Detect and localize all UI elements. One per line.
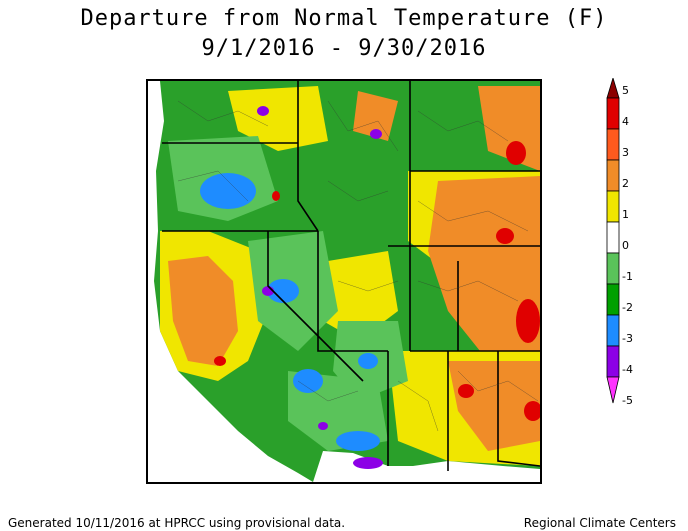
warm-spot-ks — [516, 299, 540, 343]
county-boundaries — [177, 100, 539, 432]
legend-label: -4 — [622, 363, 633, 376]
legend-swatch — [606, 345, 620, 378]
source-credit: Regional Climate Centers — [523, 516, 676, 530]
legend-label: 3 — [622, 146, 629, 159]
warm-spot-id — [272, 191, 280, 201]
warm-spot-ca — [214, 356, 226, 366]
warm-spot-nd — [506, 141, 526, 165]
legend-colorbar — [606, 76, 620, 404]
state-boundaries — [162, 81, 540, 471]
chart-title: Departure from Normal Temperature (F) — [80, 6, 608, 31]
region-orange-south — [448, 361, 540, 451]
cold-spot-mt — [370, 129, 382, 139]
legend-swatch — [606, 97, 620, 130]
legend-max-arrow — [606, 76, 620, 99]
color-legend: 5 4 3 2 1 0 -1 -2 -3 -4 -5 — [605, 76, 675, 458]
pacific-ocean — [148, 81, 313, 482]
region-orange-ca — [168, 256, 238, 366]
cold-spot-az — [318, 422, 328, 430]
legend-label: 0 — [622, 239, 629, 252]
warm-spot-ne — [496, 228, 514, 244]
cool-spot-southwest — [336, 431, 380, 451]
cool-spot-nevada — [267, 279, 299, 303]
legend-label: -2 — [622, 301, 633, 314]
legend-label: -1 — [622, 270, 633, 283]
cool-spot-oregon — [200, 173, 256, 209]
legend-label: 1 — [622, 208, 629, 221]
region-orange-plains — [428, 176, 540, 361]
region-yellow-nw — [228, 86, 328, 151]
legend-label: 2 — [622, 177, 629, 190]
legend-swatch — [606, 283, 620, 316]
cool-spot-arizona — [293, 369, 323, 393]
legend-swatch — [606, 252, 620, 285]
legend-label: -5 — [622, 394, 633, 407]
legend-swatch — [606, 314, 620, 347]
cold-spot-wa — [257, 106, 269, 116]
legend-swatch — [606, 128, 620, 161]
legend-swatch — [606, 159, 620, 192]
cool-spot-utah — [358, 353, 378, 369]
warm-spot-tx-east — [524, 401, 540, 421]
warm-spot-tx — [458, 384, 474, 398]
generation-note: Generated 10/11/2016 at HPRCC using prov… — [8, 516, 346, 530]
temperature-departure-map — [146, 79, 542, 484]
legend-label: 5 — [622, 84, 629, 97]
date-range: 9/1/2016 - 9/30/2016 — [201, 36, 487, 61]
legend-min-arrow — [606, 376, 620, 404]
legend-swatch — [606, 221, 620, 254]
region-yellow-great-basin — [323, 251, 398, 341]
region-orange-nw — [353, 91, 398, 141]
mexico-area — [313, 451, 540, 482]
map-canvas — [148, 81, 540, 482]
legend-label: -3 — [622, 332, 633, 345]
legend-swatch — [606, 190, 620, 223]
cold-spot-nm — [353, 457, 383, 469]
legend-label: 4 — [622, 115, 629, 128]
